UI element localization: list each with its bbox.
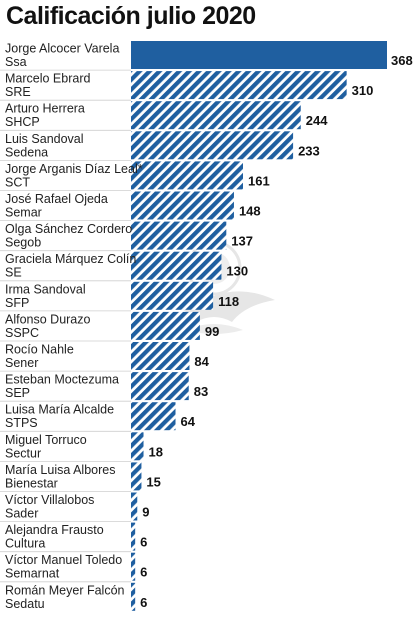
bar-16 [131, 522, 136, 551]
bar-6 [131, 221, 227, 250]
value-label: 64 [181, 414, 196, 429]
bar-9 [131, 311, 200, 340]
value-label: 18 [149, 444, 163, 459]
value-label: 6 [140, 535, 147, 550]
bar-7 [131, 251, 222, 280]
category-label: Román Meyer Falcón Sedatu [5, 583, 125, 611]
category-label: Jorge Arganis Díaz Leal* SCT [5, 162, 143, 190]
bar-13 [131, 432, 144, 461]
bar-4 [131, 161, 243, 190]
category-label: Graciela Márquez Colín SE [5, 252, 136, 280]
value-label: 118 [218, 294, 239, 309]
value-label: 84 [194, 354, 209, 369]
category-label: Alfonso Durazo SSPC [5, 312, 91, 340]
category-label: Miguel Torruco Sectur [5, 433, 87, 461]
bar-3 [131, 131, 294, 160]
category-label: Olga Sánchez Cordero Segob [5, 222, 132, 250]
category-label: Luis Sandoval Sedena [5, 132, 84, 160]
value-label: 6 [140, 595, 147, 610]
bar-17 [131, 552, 136, 581]
category-label: Irma Sandoval SFP [5, 282, 86, 310]
category-label: Alejandra Frausto Cultura [5, 523, 104, 551]
value-label: 233 [298, 143, 320, 158]
bar-18 [131, 582, 136, 611]
bar-5 [131, 191, 234, 220]
value-label: 15 [146, 474, 160, 489]
category-label: Marcelo Ebrard SRE [5, 72, 90, 100]
bar-0 [131, 41, 387, 69]
bar-1 [131, 71, 347, 100]
value-label: 161 [248, 173, 270, 188]
value-label: 310 [352, 83, 374, 98]
value-label: 148 [239, 204, 261, 219]
category-label: José Rafael Ojeda Semar [5, 192, 108, 220]
bar-14 [131, 462, 142, 491]
bar-12 [131, 402, 176, 431]
category-label: Arturo Herrera SHCP [5, 102, 85, 130]
bar-8 [131, 281, 214, 310]
category-label: Rocío Nahle Sener [5, 343, 74, 371]
value-label: 99 [205, 324, 219, 339]
chart-title: Calificación julio 2020 [6, 2, 256, 30]
value-label: 6 [140, 565, 147, 580]
value-label: 130 [226, 264, 248, 279]
bar-11 [131, 372, 189, 401]
value-label: 137 [231, 234, 253, 249]
category-label: Jorge Alcocer Varela Ssa [5, 42, 119, 70]
category-label: Esteban Moctezuma SEP [5, 373, 119, 401]
value-label: 368 [391, 53, 413, 68]
bar-10 [131, 342, 190, 370]
value-label: 244 [306, 113, 328, 128]
category-label: Víctor Manuel Toledo Semarnat [5, 553, 122, 581]
category-label: María Luisa Albores Bienestar [5, 463, 115, 491]
category-label: Víctor Villalobos Sader [5, 493, 94, 521]
bar-15 [131, 492, 138, 521]
value-label: 83 [194, 384, 208, 399]
category-label: Luisa María Alcalde STPS [5, 403, 114, 431]
bar-2 [131, 101, 301, 130]
value-label: 9 [142, 505, 149, 520]
